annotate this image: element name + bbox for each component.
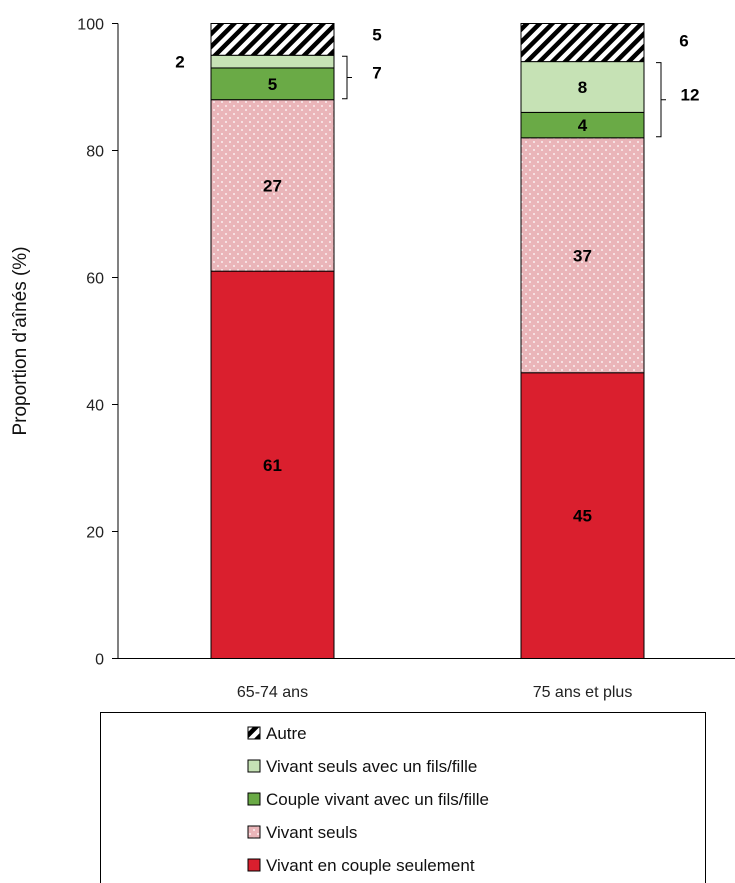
axes: 0 20 40 60 80 100 Proportion d’aînés (%) 65-74 …: [10, 17, 735, 701]
bar-segment: [520, 137, 645, 374]
legend-entry-label: Autre: [266, 724, 307, 743]
legend-entry-label: Vivant seuls: [266, 823, 357, 842]
legend-swatch: [247, 825, 261, 839]
legend-box: [100, 712, 706, 883]
x-category-label: 75 ans et plus: [533, 684, 633, 701]
bar-segment: [210, 99, 335, 272]
y-tick-label: 0: [95, 652, 104, 669]
bar-segment: [210, 54, 335, 69]
bar-segment: [520, 61, 645, 113]
data-label: 2: [175, 53, 184, 72]
y-tick-label: 40: [86, 398, 104, 415]
group-total-label: 7: [372, 63, 381, 82]
bar-segment: [520, 111, 645, 139]
legend-entry-label: Vivant en couple seulement: [266, 856, 475, 875]
bar-segment: [210, 23, 335, 56]
bar-segment: [210, 270, 335, 659]
legend-swatch: [247, 858, 261, 872]
bars: [210, 23, 645, 659]
data-label: 37: [573, 246, 592, 265]
data-labels: 61 27 5 45 37 4 8 2 5 6 7 12: [175, 25, 699, 525]
x-category-label: 65-74 ans: [237, 684, 308, 701]
y-tick-label: 100: [77, 17, 104, 34]
group-bracket: [342, 55, 352, 100]
legend-swatch: [247, 792, 261, 806]
legend: Autre Vivant seuls avec un fils/fille Coup…: [100, 712, 706, 883]
data-label: 61: [263, 456, 282, 475]
bar-segment: [520, 372, 645, 659]
data-label: 6: [679, 32, 688, 51]
data-label: 45: [573, 507, 592, 526]
data-label: 27: [263, 176, 282, 195]
y-tick-label: 60: [86, 271, 104, 288]
data-label: 5: [372, 25, 381, 44]
group-total-label: 12: [681, 86, 700, 105]
data-label: 8: [578, 78, 587, 97]
legend-swatch: [247, 759, 261, 773]
data-label: 5: [268, 75, 277, 94]
bar-segment: [210, 67, 335, 101]
legend-entry-label: Couple vivant avec un fils/fille: [266, 790, 489, 809]
y-tick-label: 20: [86, 525, 104, 542]
legend-entry-label: Vivant seuls avec un fils/fille: [266, 757, 477, 776]
bar-segment: [520, 23, 645, 63]
y-tick-label: 80: [86, 144, 104, 161]
group-bracket: [656, 62, 666, 138]
y-axis-title: Proportion d’aînés (%): [10, 246, 31, 435]
legend-swatch: [247, 726, 261, 740]
data-label: 4: [578, 116, 588, 135]
